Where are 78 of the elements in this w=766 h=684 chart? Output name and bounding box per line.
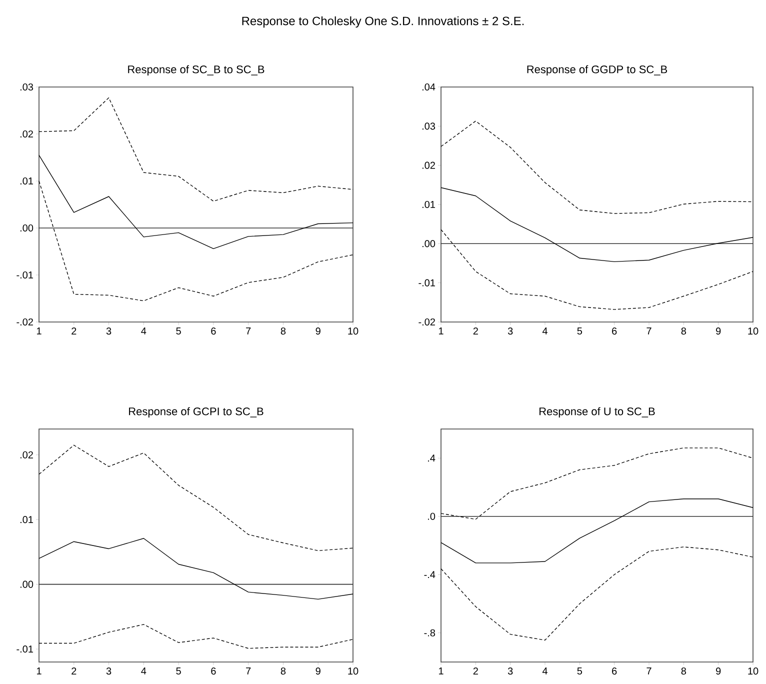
x-tick-label: 5 xyxy=(176,668,181,674)
y-tick-label: -.02 xyxy=(16,318,33,326)
x-tick-label: 7 xyxy=(246,328,251,334)
x-tick-label: 6 xyxy=(211,668,216,675)
x-tick-label: 10 xyxy=(748,328,758,335)
line-series xyxy=(38,624,354,649)
text: Response to Cholesky One S.D. Innovations ± 2 S.E. xyxy=(242,16,524,28)
line-series xyxy=(38,538,354,600)
line-series xyxy=(440,546,754,640)
y-tick-label: -.02 xyxy=(418,318,435,326)
x-tick-label: 5 xyxy=(176,328,181,334)
y-tick-label: .02 xyxy=(20,451,33,458)
x-tick-label: 7 xyxy=(246,668,251,674)
chart-title: Response of GGDP to SC_B xyxy=(527,65,668,76)
y-tick-label: .4 xyxy=(428,454,436,462)
x-tick-label: 7 xyxy=(646,328,652,334)
line-series xyxy=(440,187,754,262)
y-tick-label: .00 xyxy=(20,224,34,232)
x-tick-label: 8 xyxy=(280,668,286,675)
y-tick-label: .01 xyxy=(20,516,33,524)
y-tick-label: .00 xyxy=(422,240,436,248)
line-series xyxy=(38,154,354,250)
x-tick-label: 3 xyxy=(508,668,513,675)
x-tick-label: 3 xyxy=(508,328,513,335)
x-tick-label: 6 xyxy=(211,328,216,335)
x-tick-label: 1 xyxy=(438,328,444,334)
y-tick-label: .03 xyxy=(422,122,436,130)
line-series xyxy=(38,444,354,552)
x-tick-label: 6 xyxy=(612,328,617,335)
x-tick-label: 7 xyxy=(646,668,652,674)
y-tick-label: .01 xyxy=(422,200,435,208)
x-tick-label: 9 xyxy=(716,668,721,675)
x-tick-label: 10 xyxy=(348,668,358,675)
x-tick-label: 5 xyxy=(577,668,582,674)
y-tick-label: .03 xyxy=(20,83,34,91)
y-tick-label: .02 xyxy=(422,162,435,169)
x-tick-label: 1 xyxy=(36,328,42,334)
x-tick-label: 2 xyxy=(473,668,478,674)
y-tick-label: .0 xyxy=(428,512,436,520)
line-series xyxy=(440,498,754,564)
x-tick-label: 2 xyxy=(72,668,76,674)
x-tick-label: 9 xyxy=(716,328,721,335)
x-tick-label: 3 xyxy=(106,668,112,675)
line-series xyxy=(440,120,754,214)
line-series xyxy=(38,180,354,302)
x-tick-label: 5 xyxy=(577,328,582,334)
chart-title: Response of SC_B to SC_B xyxy=(128,65,264,76)
y-tick-label: .02 xyxy=(20,130,33,138)
x-tick-label: 9 xyxy=(316,668,320,675)
line-series xyxy=(440,448,754,520)
y-tick-label: -.8 xyxy=(424,629,436,636)
y-tick-label: .00 xyxy=(20,580,34,588)
y-tick-label: -.01 xyxy=(16,646,33,653)
x-tick-label: 10 xyxy=(348,328,358,335)
x-tick-label: 10 xyxy=(748,668,758,675)
chart-title: Response of GCPI to SC_B xyxy=(129,407,264,418)
x-tick-label: 4 xyxy=(141,328,146,334)
x-tick-label: 9 xyxy=(316,328,320,335)
x-tick-label: 4 xyxy=(542,668,548,674)
y-tick-label: -.01 xyxy=(16,271,33,279)
x-tick-label: 8 xyxy=(681,328,686,335)
x-tick-label: 2 xyxy=(473,328,478,334)
y-tick-label: -.4 xyxy=(424,571,436,578)
y-tick-label: .04 xyxy=(422,83,436,91)
x-tick-label: 8 xyxy=(280,328,286,335)
x-tick-label: 4 xyxy=(141,668,146,674)
line-series xyxy=(38,97,354,202)
x-tick-label: 3 xyxy=(106,328,112,335)
x-tick-label: 2 xyxy=(72,328,76,334)
x-tick-label: 1 xyxy=(36,668,42,674)
x-tick-label: 6 xyxy=(612,668,617,675)
x-tick-label: 8 xyxy=(681,668,686,675)
x-tick-label: 4 xyxy=(542,328,548,334)
y-tick-label: .01 xyxy=(20,177,33,185)
y-tick-label: -.01 xyxy=(418,279,435,286)
line-series xyxy=(440,229,754,310)
chart-title: Response of U to SC_B xyxy=(540,407,655,418)
x-tick-label: 1 xyxy=(438,668,444,674)
